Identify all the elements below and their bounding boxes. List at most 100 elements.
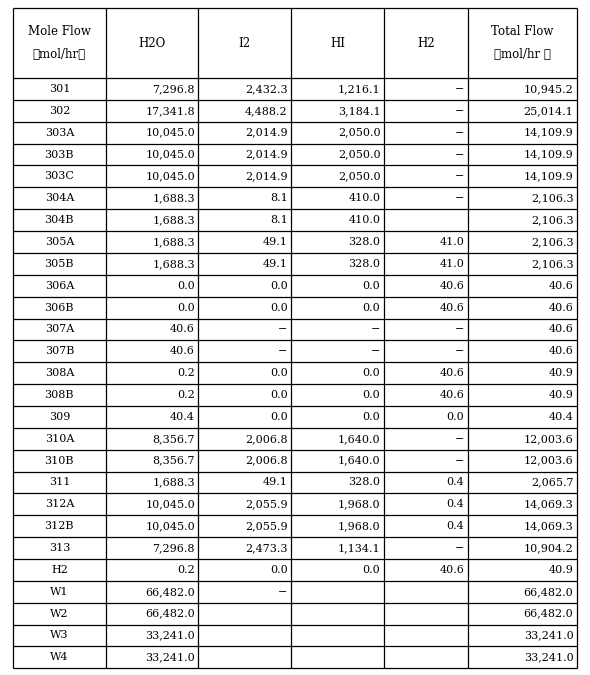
- Text: 10,045.0: 10,045.0: [145, 500, 195, 510]
- Text: Mole Flow
（mol/hr）: Mole Flow （mol/hr）: [28, 25, 91, 61]
- Text: 33,241.0: 33,241.0: [524, 652, 573, 662]
- Text: 40.6: 40.6: [440, 368, 464, 378]
- Text: 0.0: 0.0: [363, 390, 381, 400]
- Text: 1,640.0: 1,640.0: [338, 456, 381, 466]
- Text: 1,134.1: 1,134.1: [338, 543, 381, 553]
- Text: 1,688.3: 1,688.3: [152, 193, 195, 203]
- Text: 40.6: 40.6: [440, 302, 464, 313]
- Text: 40.9: 40.9: [549, 565, 573, 575]
- Text: −: −: [455, 171, 464, 182]
- Text: 41.0: 41.0: [440, 237, 464, 247]
- Text: 2,065.7: 2,065.7: [531, 477, 573, 487]
- Text: 40.4: 40.4: [170, 412, 195, 422]
- Text: W3: W3: [50, 630, 68, 641]
- Text: 310B: 310B: [45, 456, 74, 466]
- Text: 306B: 306B: [45, 302, 74, 313]
- Text: 17,341.8: 17,341.8: [145, 106, 195, 116]
- Text: −: −: [455, 106, 464, 116]
- Text: 0.2: 0.2: [177, 390, 195, 400]
- Text: 1,688.3: 1,688.3: [152, 477, 195, 487]
- Text: 4,488.2: 4,488.2: [245, 106, 288, 116]
- Text: 0.0: 0.0: [363, 565, 381, 575]
- Text: −: −: [278, 346, 288, 356]
- Text: 0.0: 0.0: [177, 281, 195, 291]
- Text: 14,069.3: 14,069.3: [524, 521, 573, 531]
- Text: 0.4: 0.4: [447, 477, 464, 487]
- Text: 2,006.8: 2,006.8: [245, 456, 288, 466]
- Text: W1: W1: [50, 587, 68, 597]
- Text: −: −: [455, 84, 464, 94]
- Text: 305A: 305A: [45, 237, 74, 247]
- Text: 312B: 312B: [45, 521, 74, 531]
- Text: 303C: 303C: [44, 171, 74, 182]
- Text: −: −: [455, 128, 464, 138]
- Text: 12,003.6: 12,003.6: [524, 456, 573, 466]
- Text: 1,216.1: 1,216.1: [338, 84, 381, 94]
- Text: H2: H2: [51, 565, 68, 575]
- Text: 312A: 312A: [45, 500, 74, 510]
- Text: 328.0: 328.0: [349, 477, 381, 487]
- Text: 0.4: 0.4: [447, 521, 464, 531]
- Text: 10,045.0: 10,045.0: [145, 521, 195, 531]
- Text: 302: 302: [48, 106, 70, 116]
- Text: 40.6: 40.6: [440, 281, 464, 291]
- Text: 307A: 307A: [45, 325, 74, 334]
- Text: 0.0: 0.0: [270, 368, 288, 378]
- Text: W4: W4: [50, 652, 68, 662]
- Text: 0.4: 0.4: [447, 500, 464, 510]
- Text: 66,482.0: 66,482.0: [524, 587, 573, 597]
- Text: 304A: 304A: [45, 193, 74, 203]
- Text: 303B: 303B: [45, 150, 74, 159]
- Text: 301: 301: [48, 84, 70, 94]
- Text: 410.0: 410.0: [349, 215, 381, 225]
- Text: 306A: 306A: [45, 281, 74, 291]
- Text: 10,045.0: 10,045.0: [145, 128, 195, 138]
- Text: 311: 311: [48, 477, 70, 487]
- Text: −: −: [278, 325, 288, 334]
- Text: 10,045.0: 10,045.0: [145, 150, 195, 159]
- Text: 8,356.7: 8,356.7: [152, 434, 195, 443]
- Text: 0.0: 0.0: [270, 302, 288, 313]
- Text: −: −: [455, 325, 464, 334]
- Text: 2,055.9: 2,055.9: [245, 500, 288, 510]
- Text: 10,904.2: 10,904.2: [524, 543, 573, 553]
- Text: 40.6: 40.6: [549, 302, 573, 313]
- Text: 2,055.9: 2,055.9: [245, 521, 288, 531]
- Text: 1,688.3: 1,688.3: [152, 237, 195, 247]
- Text: 308A: 308A: [45, 368, 74, 378]
- Text: 12,003.6: 12,003.6: [524, 434, 573, 443]
- Text: −: −: [371, 325, 381, 334]
- Text: 0.0: 0.0: [270, 281, 288, 291]
- Text: 49.1: 49.1: [263, 237, 288, 247]
- Text: 2,050.0: 2,050.0: [338, 128, 381, 138]
- Text: 33,241.0: 33,241.0: [145, 630, 195, 641]
- Text: 0.0: 0.0: [270, 412, 288, 422]
- Text: 40.9: 40.9: [549, 368, 573, 378]
- Text: 66,482.0: 66,482.0: [145, 609, 195, 618]
- Text: W2: W2: [50, 609, 68, 618]
- Text: 310A: 310A: [45, 434, 74, 443]
- Text: −: −: [455, 434, 464, 443]
- Text: 308B: 308B: [45, 390, 74, 400]
- Text: 1,968.0: 1,968.0: [338, 521, 381, 531]
- Text: 40.6: 40.6: [549, 325, 573, 334]
- Text: 40.6: 40.6: [170, 346, 195, 356]
- Text: 0.0: 0.0: [363, 368, 381, 378]
- Text: 0.0: 0.0: [270, 565, 288, 575]
- Text: 2,106.3: 2,106.3: [531, 215, 573, 225]
- Text: 1,968.0: 1,968.0: [338, 500, 381, 510]
- Text: 410.0: 410.0: [349, 193, 381, 203]
- Text: 14,109.9: 14,109.9: [524, 128, 573, 138]
- Text: 33,241.0: 33,241.0: [524, 630, 573, 641]
- Text: 1,688.3: 1,688.3: [152, 259, 195, 269]
- Text: −: −: [278, 587, 288, 597]
- Text: 0.2: 0.2: [177, 368, 195, 378]
- Text: 40.9: 40.9: [549, 390, 573, 400]
- Text: 3,184.1: 3,184.1: [338, 106, 381, 116]
- Text: 40.6: 40.6: [549, 281, 573, 291]
- Text: 2,106.3: 2,106.3: [531, 193, 573, 203]
- Text: 2,473.3: 2,473.3: [245, 543, 288, 553]
- Text: 8,356.7: 8,356.7: [152, 456, 195, 466]
- Text: 304B: 304B: [45, 215, 74, 225]
- Text: I2: I2: [239, 36, 251, 49]
